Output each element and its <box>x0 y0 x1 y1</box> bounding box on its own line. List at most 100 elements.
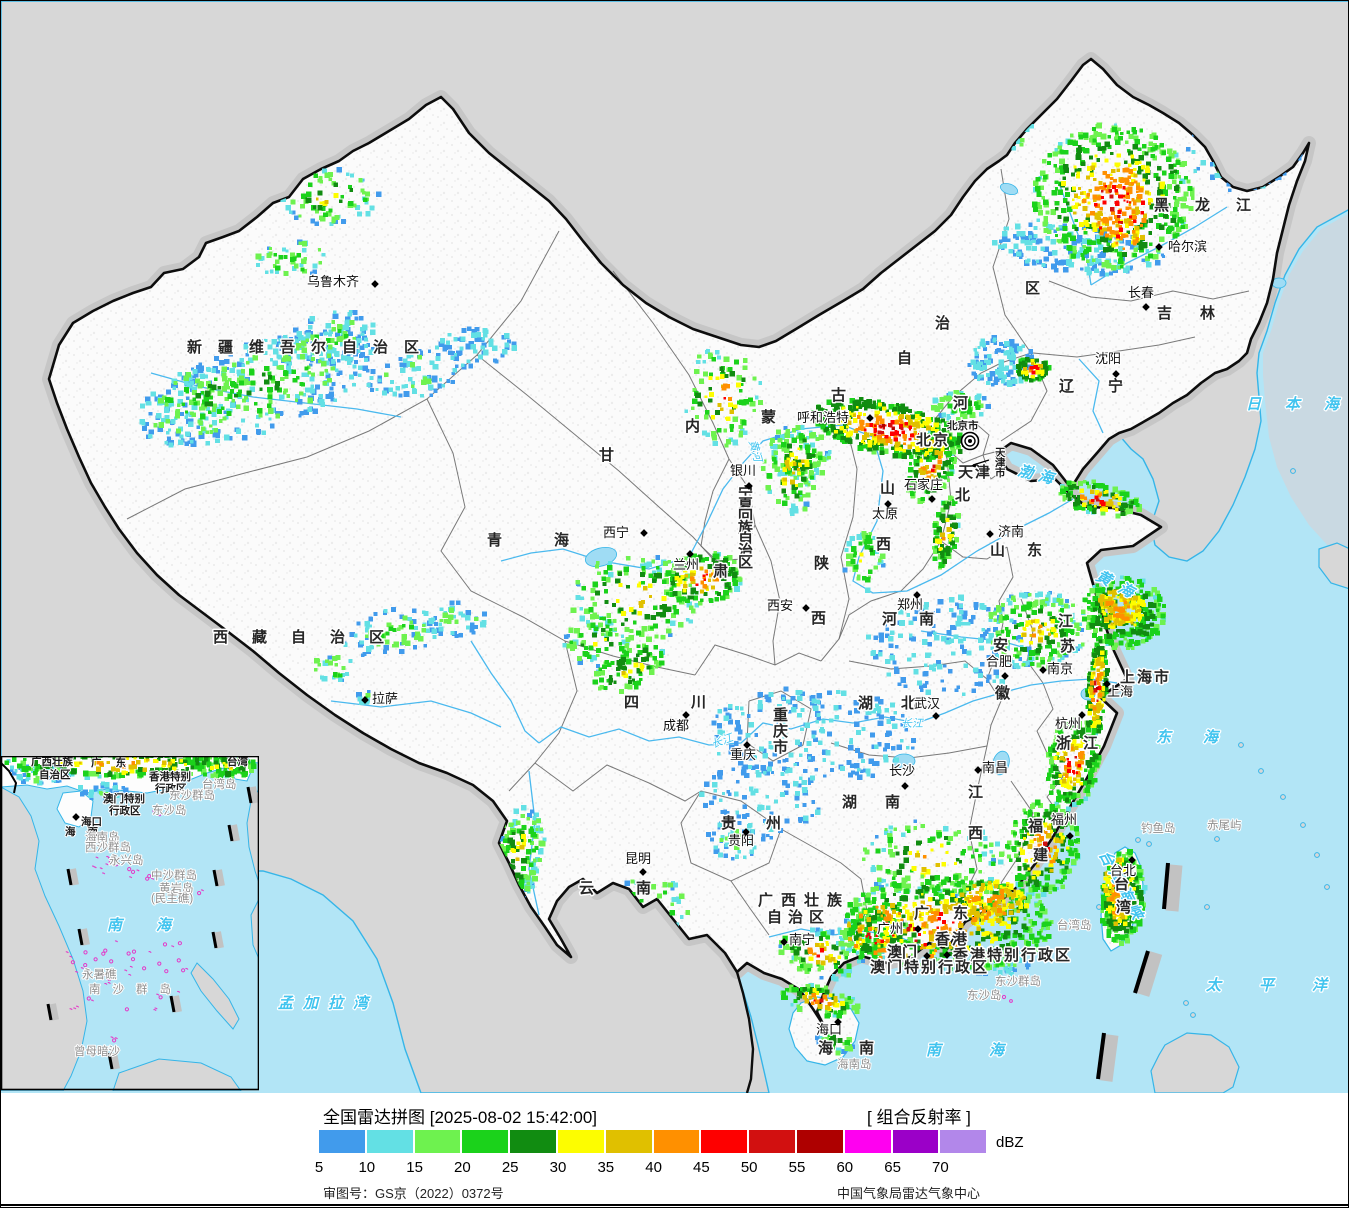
province-label: 宁夏回族自治区 <box>737 484 754 571</box>
colorbar-cell-25dbz <box>510 1130 556 1153</box>
label-layer: 日本海渤海黄海东海南海台湾海峡太平洋孟加拉湾黄河长江长江钓鱼岛赤尾屿东沙群岛东沙… <box>186 195 1349 1073</box>
sea-label: 太平洋 <box>1205 977 1349 994</box>
province-label: 自治区 <box>767 908 830 926</box>
inset-label: 自治区 <box>39 768 71 781</box>
basemap-layer <box>1 1 1348 1094</box>
radar-map-canvas: 日本海渤海黄海东海南海台湾海峡太平洋孟加拉湾黄河长江长江钓鱼岛赤尾屿东沙群岛东沙… <box>1 1 1349 1094</box>
city-label: 兰州 <box>673 557 699 572</box>
province-label: 山东 <box>990 541 1064 559</box>
inset-island-label: 曾母暗沙 <box>74 1044 120 1058</box>
province-label: 四川 <box>624 694 758 711</box>
province-label: 内 <box>685 417 700 435</box>
dbz-tick: 50 <box>740 1159 758 1176</box>
province-label: 青海 <box>487 531 621 549</box>
island-label: 东沙岛 <box>967 988 1002 1002</box>
city-label: 拉萨 <box>372 691 398 706</box>
dbz-tick: 65 <box>884 1159 901 1176</box>
dbz-tick: 25 <box>501 1159 519 1176</box>
philippines-luzon <box>1150 1032 1240 1094</box>
dbz-unit-label: dBZ <box>996 1134 1024 1151</box>
maritime-dash-line <box>1096 862 1183 1082</box>
sea-label: 南海 <box>926 1042 1052 1059</box>
province-label: 云南 <box>579 879 693 897</box>
city-label: 上海 <box>1107 684 1133 699</box>
province-label: 新疆维吾尔自治区 <box>187 338 435 356</box>
inset-island-label: 南沙群岛 <box>89 982 183 996</box>
inset-sea-label: 南海 <box>107 917 205 934</box>
bottom-border-line <box>1 1204 1348 1206</box>
map-license-number: 审图号：GS京（2022）0372号 <box>323 1186 504 1201</box>
japan-kyushu <box>1318 542 1348 589</box>
dbz-colorbar <box>319 1130 987 1153</box>
colorbar-cell-40dbz <box>653 1130 700 1153</box>
city-small-label: 天津市 <box>995 447 1006 479</box>
province-label: 湖南 <box>842 793 928 811</box>
island-label: 海南岛 <box>837 1057 872 1071</box>
dbz-tick: 10 <box>358 1159 376 1176</box>
sar-label: 香港特别行政区 <box>953 946 1072 964</box>
province-label: 上海市 <box>1120 668 1171 686</box>
city-label: 沈阳 <box>1095 351 1121 366</box>
province-label: 安 <box>993 636 1008 654</box>
sea-label: 日本海 <box>1246 396 1349 413</box>
province-label: 辽宁 <box>1059 377 1157 395</box>
dbz-tick: 20 <box>454 1159 471 1176</box>
city-label: 太原 <box>872 506 898 521</box>
inset-label: 澳门特别 <box>103 792 145 805</box>
city-label: 贵阳 <box>728 833 754 848</box>
inset-island-label: 黄岩岛 <box>159 881 194 895</box>
province-label: 香港 <box>935 930 969 948</box>
province-label: 北 <box>955 487 970 504</box>
sar-label: 澳门特别行政区 <box>870 958 989 976</box>
city-label: 乌鲁木齐 <box>307 274 359 289</box>
city-small-label: 北京市 <box>947 419 979 432</box>
province-label: 广东 <box>914 904 992 922</box>
province-label: 天津 <box>958 463 992 481</box>
colorbar-cell-20dbz <box>462 1130 509 1153</box>
colorbar-cell-55dbz <box>796 1130 843 1153</box>
inset-label: 广东 <box>91 756 140 769</box>
island-label: 东沙群岛 <box>995 974 1041 988</box>
city-label: 西安 <box>767 598 793 613</box>
province-label: 肃 <box>713 562 728 580</box>
province-label: 黑龙江 <box>1154 196 1277 214</box>
inset-island-label: 西沙群岛 <box>85 840 131 854</box>
inset-label: 香港特别 <box>148 770 191 783</box>
sea-of-japan-deep-water <box>1263 214 1348 557</box>
province-label: 重庆市 <box>773 706 788 756</box>
colorbar-cell-50dbz <box>749 1130 795 1153</box>
dbz-tick-labels: 5 10 15 20 25 30 35 40 45 50 55 60 65 70 <box>1 1159 1348 1177</box>
province-label: 西藏自治区 <box>213 628 408 646</box>
map-title: 全国雷达拼图 [2025-08-02 15:42:00] <box>323 1108 598 1127</box>
province-label: 西 <box>811 610 826 627</box>
city-label: 长春 <box>1128 285 1154 300</box>
city-label: 郑州 <box>897 597 923 612</box>
product-name-label: [ 组合反射率 ] <box>867 1108 971 1127</box>
dbz-tick: 60 <box>836 1159 854 1176</box>
sea-label: 孟加拉湾 <box>278 994 378 1012</box>
province-label: 治 <box>935 314 950 332</box>
city-label: 长沙 <box>889 763 915 778</box>
province-label: 澳门 <box>887 943 917 961</box>
province-label: 吉林 <box>1157 304 1243 322</box>
island-label: 台湾岛 <box>1057 918 1092 932</box>
inset-label: 行政区 <box>154 782 187 795</box>
colorbar-cell-10dbz <box>366 1130 413 1153</box>
inset-island-label: 永兴岛 <box>109 853 144 867</box>
province-label: 江 <box>968 783 983 801</box>
city-label: 哈尔滨 <box>1168 239 1207 254</box>
city-label: 福州 <box>1051 812 1077 827</box>
colorbar-cell-65dbz <box>892 1130 939 1153</box>
province-label: 江 <box>1058 612 1073 630</box>
inset-label: 海口 <box>81 815 102 828</box>
province-label: 贵州 <box>721 814 811 832</box>
colorbar-cell-45dbz <box>701 1130 748 1153</box>
sea-label: 东海 <box>1156 728 1250 746</box>
colorbar-cell-5dbz <box>319 1130 365 1153</box>
colorbar-cell-60dbz <box>844 1130 891 1153</box>
agency-credit: 中国气象局雷达气象中心 <box>837 1186 981 1201</box>
inset-label: 广西壮族 <box>31 755 73 768</box>
province-label: 建 <box>1033 846 1049 864</box>
province-label: 西 <box>876 536 891 553</box>
